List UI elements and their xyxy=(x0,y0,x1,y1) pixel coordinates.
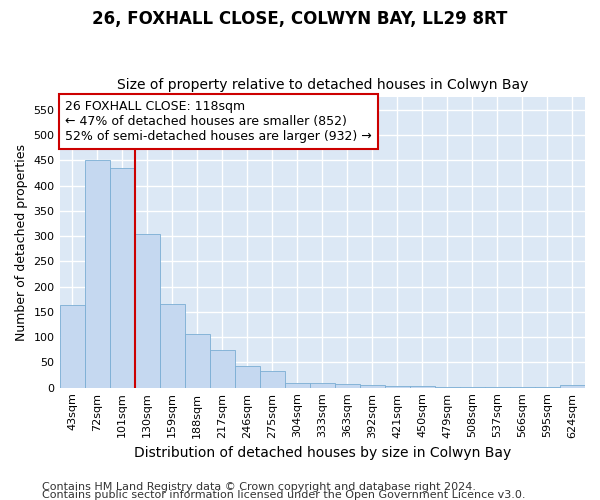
Bar xyxy=(385,386,410,388)
Bar xyxy=(59,306,85,388)
Bar xyxy=(209,350,235,388)
Bar xyxy=(285,382,310,388)
Bar xyxy=(460,386,485,388)
Text: 26 FOXHALL CLOSE: 118sqm
← 47% of detached houses are smaller (852)
52% of semi-: 26 FOXHALL CLOSE: 118sqm ← 47% of detach… xyxy=(65,100,371,143)
Text: Contains HM Land Registry data © Crown copyright and database right 2024.: Contains HM Land Registry data © Crown c… xyxy=(42,482,476,492)
Bar xyxy=(185,334,209,388)
Bar xyxy=(485,386,510,388)
Bar xyxy=(410,386,435,388)
Bar xyxy=(535,386,560,388)
Bar xyxy=(160,304,185,388)
Bar xyxy=(235,366,260,388)
Bar xyxy=(85,160,110,388)
Bar xyxy=(435,386,460,388)
Bar xyxy=(310,382,335,388)
X-axis label: Distribution of detached houses by size in Colwyn Bay: Distribution of detached houses by size … xyxy=(134,446,511,460)
Text: 26, FOXHALL CLOSE, COLWYN BAY, LL29 8RT: 26, FOXHALL CLOSE, COLWYN BAY, LL29 8RT xyxy=(92,10,508,28)
Bar xyxy=(110,168,134,388)
Bar xyxy=(560,385,585,388)
Bar xyxy=(335,384,360,388)
Y-axis label: Number of detached properties: Number of detached properties xyxy=(15,144,28,341)
Bar xyxy=(134,234,160,388)
Bar xyxy=(510,386,535,388)
Bar xyxy=(260,371,285,388)
Text: Contains public sector information licensed under the Open Government Licence v3: Contains public sector information licen… xyxy=(42,490,526,500)
Bar xyxy=(360,385,385,388)
Title: Size of property relative to detached houses in Colwyn Bay: Size of property relative to detached ho… xyxy=(116,78,528,92)
